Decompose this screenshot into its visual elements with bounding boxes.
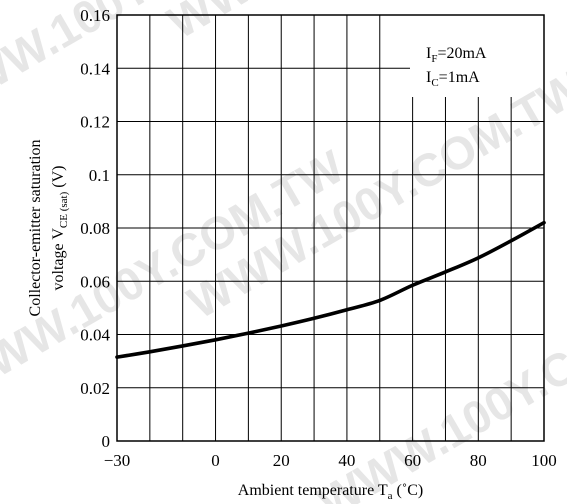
y-tick-label: 0.06 <box>80 272 110 291</box>
y-tick-label: 0.14 <box>80 59 110 78</box>
x-tick-label: −30 <box>104 451 131 470</box>
x-tick-label: 80 <box>470 451 487 470</box>
y-tick-label: 0.16 <box>80 6 110 25</box>
x-tick-label: 20 <box>273 451 290 470</box>
y-axis-label-line2: voltage VCE (sat) (V) <box>50 166 70 291</box>
y-tick-label: 0.08 <box>80 219 110 238</box>
y-tick-label: 0.12 <box>80 113 110 132</box>
y-axis-label-line1: Collector-emitter saturation <box>27 140 44 317</box>
watermark-text: WWW.100Y.COM.TW <box>159 0 567 49</box>
condition-annotation: IF=20mA IC=1mA <box>426 45 487 89</box>
x-tick-label: 40 <box>338 451 355 470</box>
y-tick-label: 0 <box>102 432 111 451</box>
x-tick-labels: −30 0 20 40 60 80 100 <box>104 451 557 470</box>
annotation-line: IF=20mA <box>426 45 487 65</box>
y-tick-label: 0.04 <box>80 326 110 345</box>
x-tick-label: 100 <box>531 451 557 470</box>
grid-lines <box>117 15 544 441</box>
y-tick-label: 0.1 <box>89 166 110 185</box>
annotation-line: IC=1mA <box>426 69 480 89</box>
y-tick-label: 0.02 <box>80 379 110 398</box>
x-tick-label: 0 <box>211 451 220 470</box>
watermark-text: WWW.100Y.COM.TW <box>0 0 333 129</box>
x-tick-label: 60 <box>404 451 421 470</box>
y-tick-labels: 0 0.02 0.04 0.06 0.08 0.1 0.12 0.14 0.16 <box>80 6 110 451</box>
